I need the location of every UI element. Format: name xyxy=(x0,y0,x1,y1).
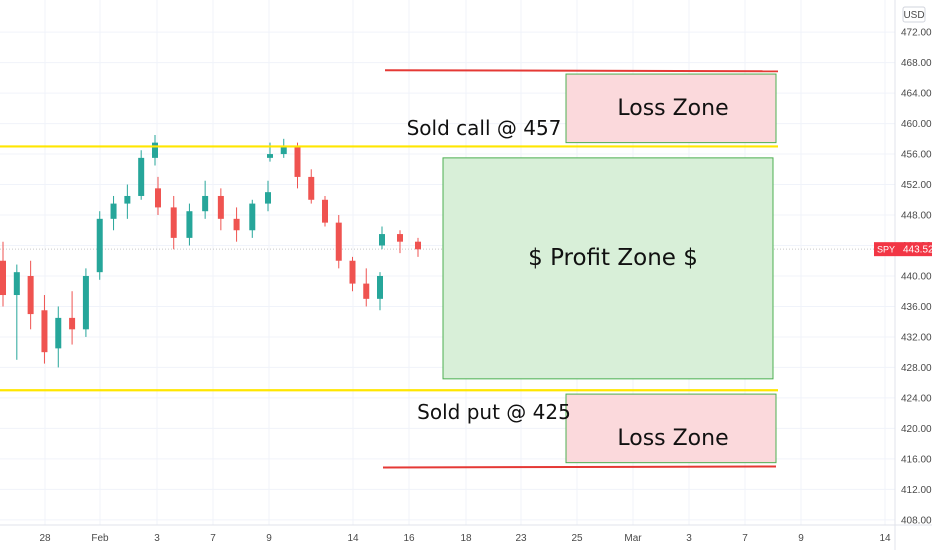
candle-body xyxy=(249,203,256,231)
candle-body xyxy=(170,207,177,238)
candle-body xyxy=(280,146,287,155)
profit-zone-label: $ Profit Zone $ xyxy=(528,245,698,271)
x-tick-label: 9 xyxy=(266,533,272,544)
y-tick-label: 440.00 xyxy=(901,271,932,282)
candle-body xyxy=(27,275,34,315)
x-tick-label: 18 xyxy=(460,533,472,544)
candle-body xyxy=(294,146,301,177)
candle-body xyxy=(233,218,240,231)
profit-zone xyxy=(442,157,774,380)
candle-body xyxy=(0,260,6,296)
x-tick-label: 14 xyxy=(879,533,891,544)
symbol-label: SPY xyxy=(877,245,895,255)
x-tick-label: 25 xyxy=(571,533,583,544)
annotation-lines xyxy=(0,69,779,469)
candle-body xyxy=(415,241,421,250)
y-tick-label: 460.00 xyxy=(901,119,932,130)
candle-body xyxy=(267,154,273,158)
lower-loss-zone-label: Loss Zone xyxy=(617,426,728,451)
candle-body xyxy=(217,195,224,219)
x-tick-label: 23 xyxy=(515,533,527,544)
call-strike-label: Sold call @ 457 xyxy=(407,116,562,140)
y-tick-label: 408.00 xyxy=(901,515,932,526)
candles xyxy=(0,135,421,368)
y-tick-label: 416.00 xyxy=(901,454,932,465)
candle-body xyxy=(308,176,315,200)
candle-body xyxy=(349,260,356,284)
x-tick-label: 7 xyxy=(210,533,216,544)
y-tick-label: 464.00 xyxy=(901,89,932,100)
last-price-label: 443.52 xyxy=(903,245,932,256)
x-tick-label: 28 xyxy=(39,533,51,544)
candle-body xyxy=(186,211,193,238)
candle-body xyxy=(82,275,89,330)
candle-body xyxy=(152,142,158,158)
last-price-badge xyxy=(874,242,932,257)
candle-body xyxy=(96,218,103,273)
candle-body xyxy=(335,222,342,261)
upper-loss-zone-label: Loss Zone xyxy=(617,96,728,121)
x-tick-label: 7 xyxy=(742,533,748,544)
y-tick-label: 428.00 xyxy=(901,363,932,374)
lower-red-line xyxy=(382,465,777,469)
currency-badge xyxy=(902,6,926,23)
candle-body xyxy=(41,310,48,353)
candle-body xyxy=(138,157,145,196)
candle-body xyxy=(124,195,131,204)
upper-loss-zone xyxy=(565,73,777,144)
candle-body xyxy=(397,234,403,242)
y-tick-label: 436.00 xyxy=(901,302,932,313)
candle-body xyxy=(155,188,161,208)
lower-loss-zone xyxy=(565,393,777,464)
candle-body xyxy=(69,317,76,330)
y-tick-label: 432.00 xyxy=(901,332,932,343)
candle-body xyxy=(110,203,117,219)
candle-body xyxy=(55,317,62,349)
candle-body xyxy=(322,199,328,223)
y-tick-label: 456.00 xyxy=(901,150,932,161)
y-tick-label: 412.00 xyxy=(901,485,932,496)
x-tick-label: Mar xyxy=(624,533,642,544)
candle-body xyxy=(202,195,209,212)
y-tick-label: 424.00 xyxy=(901,393,932,404)
y-tick-label: 452.00 xyxy=(901,180,932,191)
candle-body xyxy=(363,283,370,299)
y-tick-label: 420.00 xyxy=(901,424,932,435)
annotation-labels: Loss Zone Loss Zone $ Profit Zone $ Sold ca… xyxy=(407,96,729,451)
put-strike-label: Sold put @ 425 xyxy=(417,400,571,424)
y-tick-label: 468.00 xyxy=(901,58,932,69)
x-tick-label: 14 xyxy=(347,533,359,544)
x-tick-label: 9 xyxy=(798,533,804,544)
candle-body xyxy=(265,192,271,204)
price-axis[interactable]: 472.00 468.00 464.00 460.00 456.00 452.00 448.… xyxy=(894,0,932,550)
x-tick-label: 3 xyxy=(686,533,692,544)
zones xyxy=(442,73,777,464)
y-tick-label: 472.00 xyxy=(901,28,932,39)
candle-body xyxy=(377,275,383,299)
time-axis[interactable]: 28 Feb 3 7 9 14 16 18 23 25 Mar 3 7 9 14 xyxy=(0,524,932,544)
x-tick-label: 16 xyxy=(403,533,415,544)
candle-body xyxy=(379,234,385,246)
x-tick-label: 3 xyxy=(154,533,160,544)
candle-body xyxy=(13,272,20,296)
y-tick-label: 448.00 xyxy=(901,211,932,222)
upper-red-line xyxy=(384,69,779,73)
currency-label: USD xyxy=(903,10,924,21)
axis-badges: USD SPY 443.52 xyxy=(874,6,932,257)
x-tick-label: Feb xyxy=(91,533,109,544)
